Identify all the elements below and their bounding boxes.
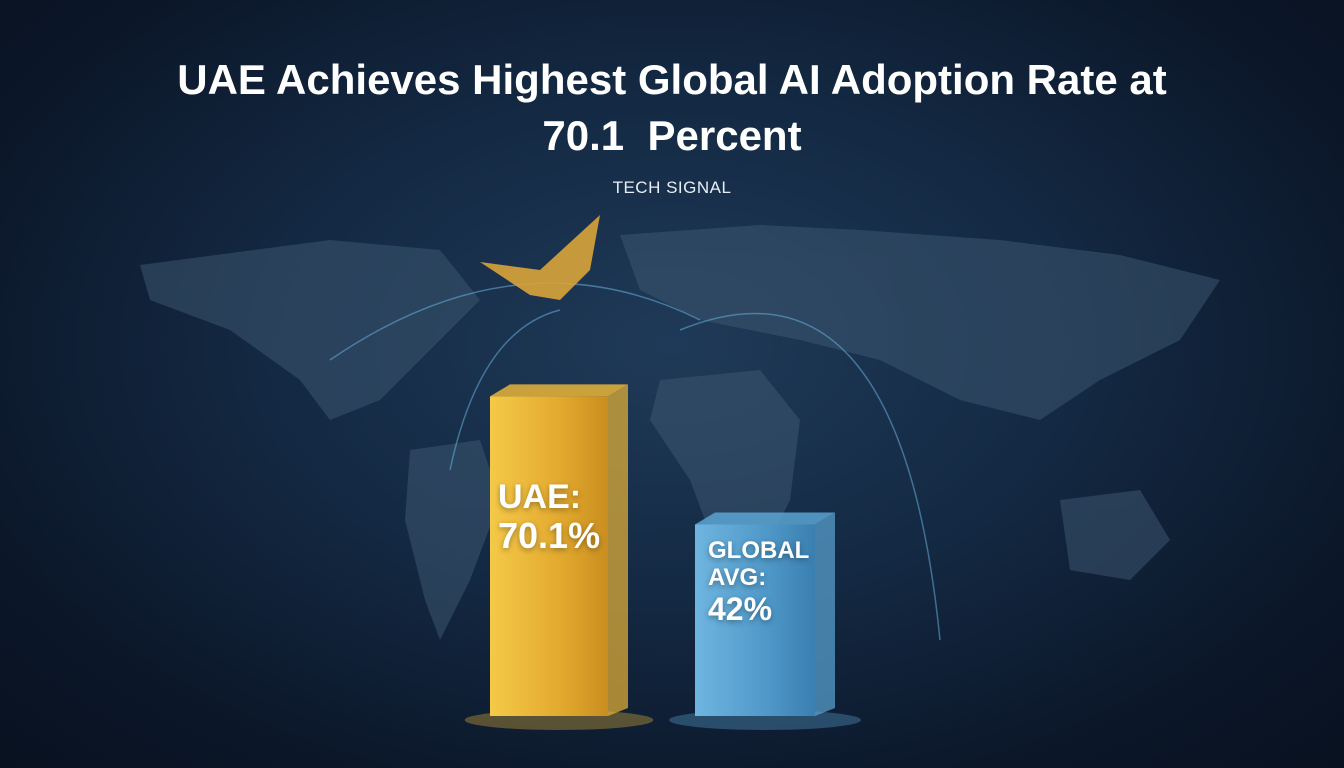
bar-side [608,384,628,716]
category-label: UAE: [498,478,582,516]
bar-label: GLOBAL AVG: 42% [708,537,809,628]
bar [695,524,815,716]
bar-top [695,512,835,525]
value-label: 42% [708,590,773,627]
subtitle: TECH SIGNAL [612,178,732,197]
bar [490,396,608,716]
value-label: 70.1% [498,515,601,557]
title: UAE Achieves Highest Global AI Adoption … [177,56,1179,159]
world-map [140,225,1220,640]
bar-top [490,384,628,397]
eagle [480,215,600,300]
category-label: GLOBAL AVG: [708,537,809,591]
bar-label: UAE: 70.1% [498,478,628,556]
bar-side [815,512,835,716]
